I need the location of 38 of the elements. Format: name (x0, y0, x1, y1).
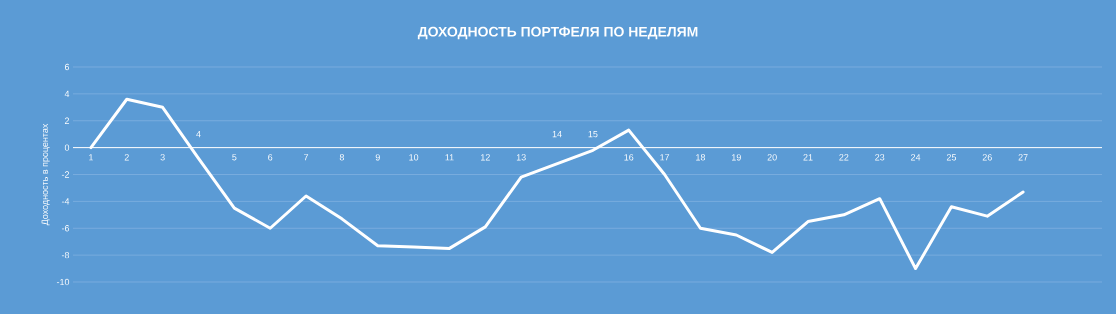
y-tick-label: 6 (64, 63, 70, 71)
y-tick-label: -4 (61, 198, 70, 205)
chart-title: ДОХОДНОСТЬ ПОРТФЕЛЯ ПО НЕДЕЛЯМ (417, 26, 698, 40)
x-tick-label: 9 (375, 154, 380, 161)
x-tick-label: 25 (946, 154, 957, 161)
x-tick-label: 2 (124, 154, 129, 161)
y-tick-label: 4 (64, 90, 70, 97)
y-tick-label: -6 (61, 225, 70, 232)
x-tick-label: 17 (660, 154, 670, 161)
x-tick-label: 14 (552, 130, 562, 138)
y-tick-label: 2 (64, 117, 70, 124)
x-tick-label: 27 (1018, 154, 1028, 161)
x-tick-label: 24 (911, 154, 921, 161)
x-tick-label: 19 (732, 154, 741, 161)
y-tick-label: 0 (64, 144, 70, 151)
y-axis-title: Доходность в процентах (41, 123, 50, 226)
x-tick-label: 23 (875, 154, 885, 161)
y-tick-label: -2 (61, 171, 70, 178)
x-tick-label: 3 (160, 154, 165, 161)
x-tick-label: 1 (89, 154, 93, 161)
y-tick-label: -8 (61, 251, 70, 259)
x-tick-label: 4 (196, 130, 201, 138)
x-tick-label: 10 (409, 154, 419, 161)
x-tick-label: 11 (445, 154, 454, 161)
y-tick-label: -10 (56, 278, 70, 286)
x-tick-label: 16 (624, 154, 634, 161)
x-tick-label: 8 (339, 154, 344, 161)
x-tick-label: 20 (767, 154, 777, 161)
x-tick-label: 7 (304, 154, 309, 161)
x-tick-label: 12 (481, 154, 490, 161)
x-tick-label: 6 (268, 154, 273, 161)
x-tick-label: 18 (696, 154, 706, 161)
x-tick-label: 5 (232, 154, 237, 161)
x-tick-label: 15 (588, 130, 598, 138)
x-tick-label: 13 (516, 154, 526, 161)
x-tick-label: 21 (803, 154, 813, 161)
x-tick-label: 22 (839, 154, 849, 161)
x-tick-label: 26 (982, 154, 992, 161)
